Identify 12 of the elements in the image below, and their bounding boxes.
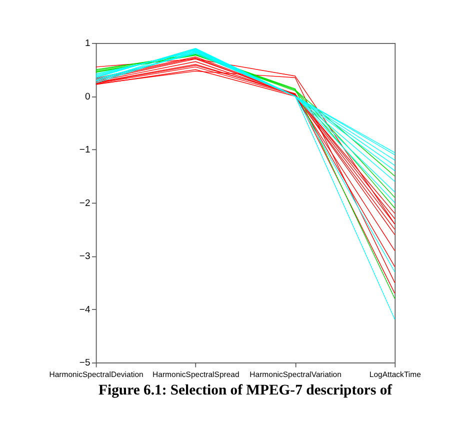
x-tick-label: HarmonicSpectralDeviation — [49, 370, 144, 379]
y-tick-label: −3 — [79, 251, 90, 262]
y-tick-label: −5 — [79, 358, 90, 369]
y-tick-label: 0 — [84, 91, 90, 102]
x-tick-label: HarmonicSpectralVariation — [250, 370, 342, 379]
y-tick-label: −2 — [79, 198, 90, 209]
y-tick-label: −1 — [79, 144, 90, 156]
y-tick-label: 1 — [84, 38, 90, 50]
x-tick-label: LogAttackTime — [369, 370, 421, 379]
caption: Figure 6.1: Selection of MPEG-7 descriptors of — [98, 382, 394, 399]
y-tick-label: −4 — [79, 304, 90, 316]
x-tick-label: HarmonicSpectralSpread — [152, 370, 240, 379]
